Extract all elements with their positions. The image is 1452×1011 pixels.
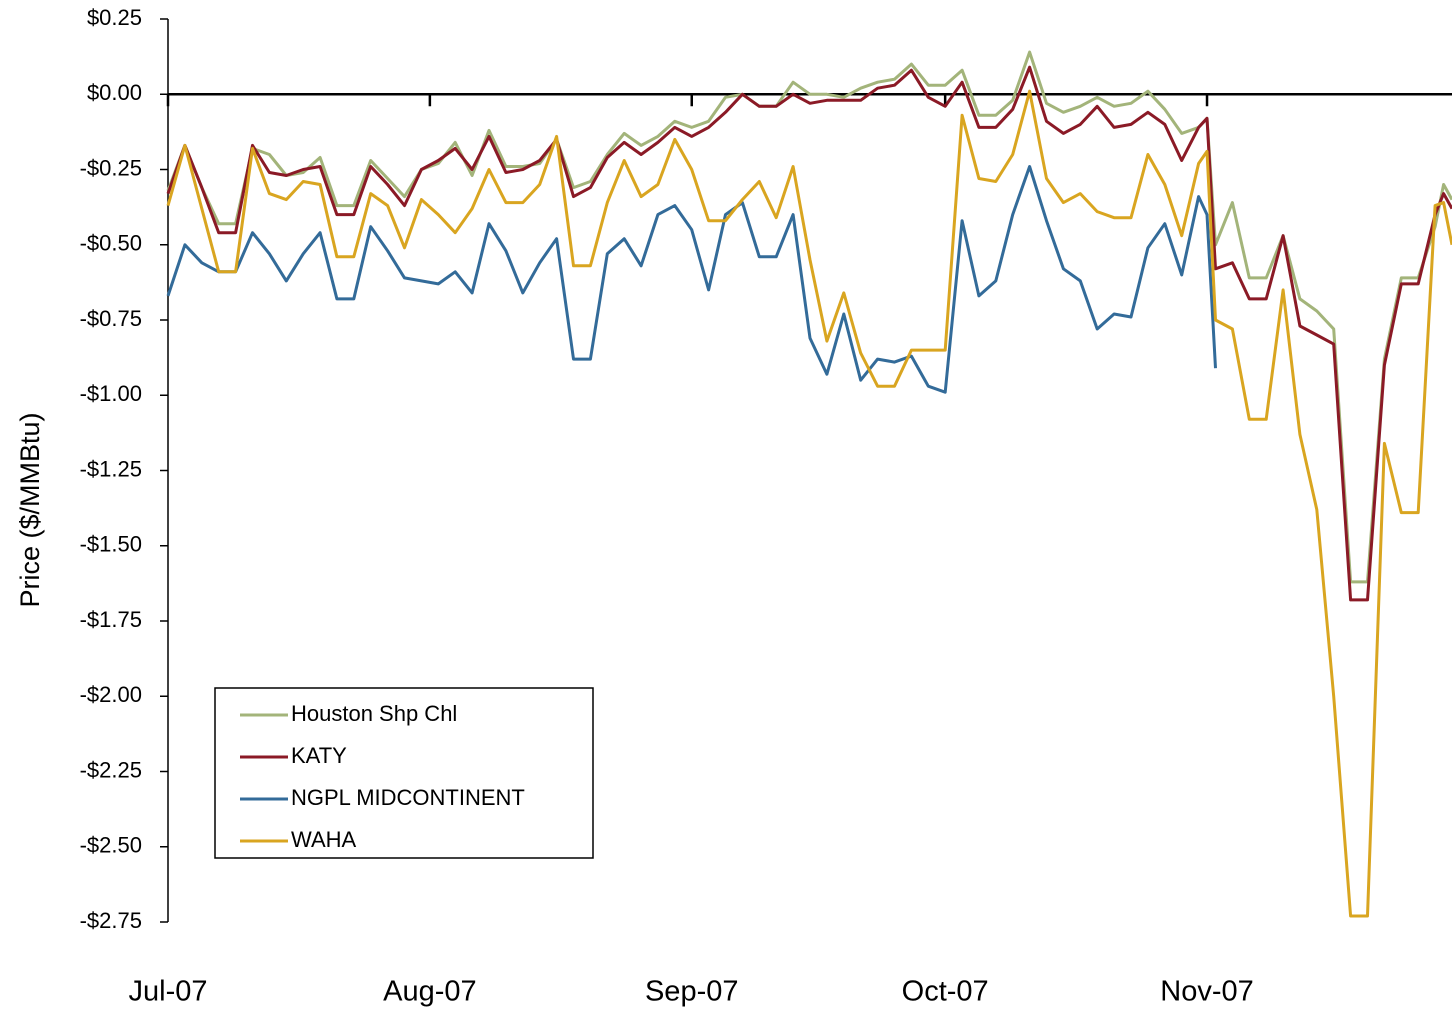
- legend: Houston Shp Chl KATY NGPL MIDCONTINENT WAHA: [214, 687, 594, 859]
- y-tick-label: -$0.50: [80, 231, 142, 256]
- y-tick-label: -$0.25: [80, 155, 142, 180]
- legend-label: WAHA: [291, 827, 357, 852]
- y-tick-label: -$1.50: [80, 532, 142, 557]
- legend-label: Houston Shp Chl: [291, 701, 457, 726]
- x-tick-label: Jul-07: [129, 976, 208, 1008]
- y-tick-label: $0.00: [87, 80, 142, 105]
- y-tick-label: -$2.00: [80, 682, 142, 707]
- x-tick-label: Oct-07: [902, 976, 989, 1008]
- legend-label: NGPL MIDCONTINENT: [291, 785, 525, 810]
- y-tick-label: -$0.75: [80, 306, 142, 331]
- series-line: [166, 89, 1452, 918]
- series-line: [166, 65, 1452, 602]
- series-line: [166, 50, 1452, 584]
- series-line: [166, 165, 1217, 394]
- y-axis-title: Price ($/MMBtu): [15, 412, 45, 607]
- y-tick-label: -$1.25: [80, 456, 142, 481]
- y-tick-label: -$2.75: [80, 908, 142, 933]
- x-tick-label: Nov-07: [1160, 976, 1254, 1008]
- y-tick-label: -$2.50: [80, 833, 142, 858]
- y-tick-label: -$1.75: [80, 607, 142, 632]
- y-tick-label: $0.25: [87, 5, 142, 30]
- y-tick-label: -$1.00: [80, 381, 142, 406]
- y-tick-label: -$2.25: [80, 757, 142, 782]
- x-tick-label: Aug-07: [383, 976, 477, 1008]
- legend-label: KATY: [291, 743, 347, 768]
- x-tick-label: Sep-07: [645, 976, 739, 1008]
